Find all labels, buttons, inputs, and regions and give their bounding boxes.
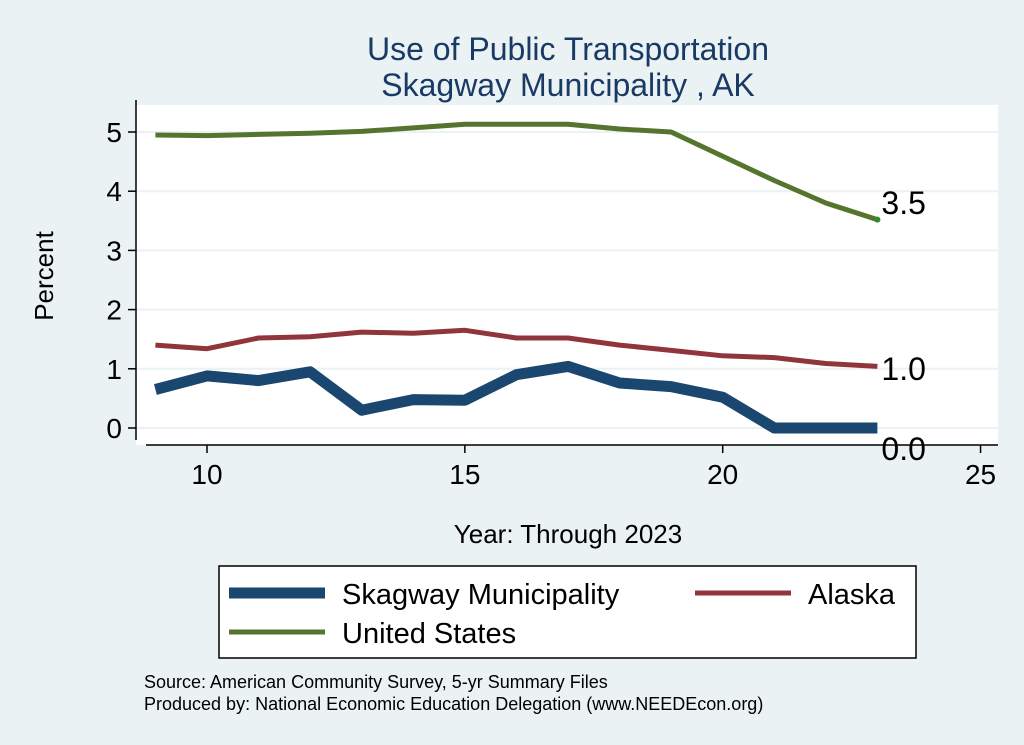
series-line-skagway <box>153 360 878 434</box>
legend-label-us: United States <box>342 618 516 650</box>
y-tick-label: 3 <box>106 235 122 266</box>
x-tick-label: 15 <box>449 459 480 490</box>
y-axis-ticks: 0 1 2 3 4 5 <box>106 117 136 444</box>
series-endpoint-us <box>874 216 881 223</box>
x-tick-label: 20 <box>707 459 738 490</box>
end-label-skagway: 0.0 <box>881 431 925 467</box>
y-tick-label: 1 <box>106 354 122 385</box>
x-axis-ticks: 10 15 20 25 <box>191 445 996 490</box>
y-tick-label: 0 <box>106 413 122 444</box>
footer-produced: Produced by: National Economic Education… <box>144 694 763 714</box>
series-line-alaska <box>155 327 878 369</box>
chart-subtitle: Skagway Municipality , AK <box>381 67 755 103</box>
y-tick-label: 4 <box>106 176 122 207</box>
y-tick-label: 2 <box>106 295 122 326</box>
footer-source: Source: American Community Survey, 5-yr … <box>144 672 608 692</box>
legend-box <box>218 565 917 659</box>
x-tick-label: 10 <box>191 459 222 490</box>
legend-label-skagway: Skagway Municipality <box>342 579 620 611</box>
x-axis-label: Year: Through 2023 <box>454 519 682 549</box>
end-label-alaska: 1.0 <box>881 351 925 387</box>
y-axis-label: Percent <box>29 230 59 320</box>
end-label-us: 3.5 <box>881 185 925 221</box>
end-labels: 0.0 1.0 3.5 <box>874 185 926 467</box>
legend-label-alaska: Alaska <box>808 579 896 611</box>
plot-area <box>136 105 998 445</box>
y-tick-label: 5 <box>106 117 122 148</box>
series-layer <box>153 121 879 434</box>
x-tick-label: 25 <box>965 459 996 490</box>
chart-title: Use of Public Transportation <box>367 31 769 67</box>
series-line-us <box>155 121 879 222</box>
